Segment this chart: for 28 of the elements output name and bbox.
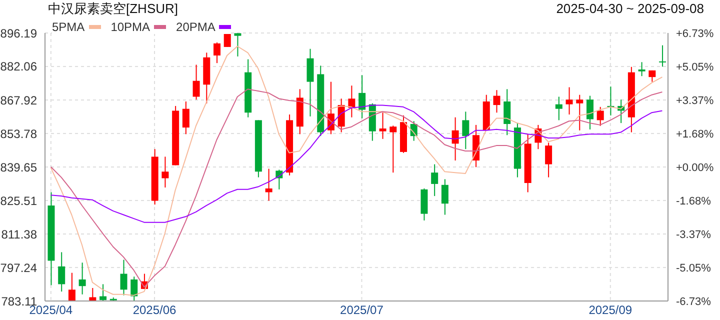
y2-tick-label: +1.68% xyxy=(676,128,714,140)
y-tick-label: 811.38 xyxy=(1,227,38,242)
y2-tick-label: +0.00% xyxy=(676,162,714,174)
chart-title: 中汉尿素卖空[ZHSUR] xyxy=(48,0,178,17)
line-series xyxy=(50,88,663,288)
y-tick-label: 839.65 xyxy=(0,160,38,174)
y2-tick-label: +5.05% xyxy=(676,61,714,74)
y2-tick-label: +6.73% xyxy=(676,28,714,40)
candlestick xyxy=(379,112,386,139)
y-tick-label: 882.06 xyxy=(0,60,38,74)
x-tick-label: 2025/07 xyxy=(340,303,384,317)
y-tick-label: 896.19 xyxy=(0,26,38,40)
legend-label: 10PMA xyxy=(110,20,150,34)
y2-tick-label: -1.68% xyxy=(676,195,712,208)
y-tick-label: 797.24 xyxy=(0,260,38,275)
y2-tick-label: +3.37% xyxy=(676,94,714,107)
y2-tick-label: -6.73% xyxy=(676,296,712,308)
y-tick-label: 825.51 xyxy=(0,194,38,208)
y2-tick-label: -3.37% xyxy=(676,229,712,242)
x-tick-label: 2025/09 xyxy=(588,303,632,317)
legend-label: 20PMA xyxy=(176,20,216,34)
y-tick-label: 853.78 xyxy=(0,126,38,141)
y2-tick-label: -5.05% xyxy=(676,262,712,274)
legend-label: 5PMA xyxy=(52,20,85,34)
y-tick-label: 867.92 xyxy=(0,93,38,108)
chart-subtitle: 2025-04-30 ~ 2025-09-08 xyxy=(556,0,704,17)
candlestick xyxy=(659,45,666,67)
x-tick-label: 2025/06 xyxy=(132,303,177,317)
